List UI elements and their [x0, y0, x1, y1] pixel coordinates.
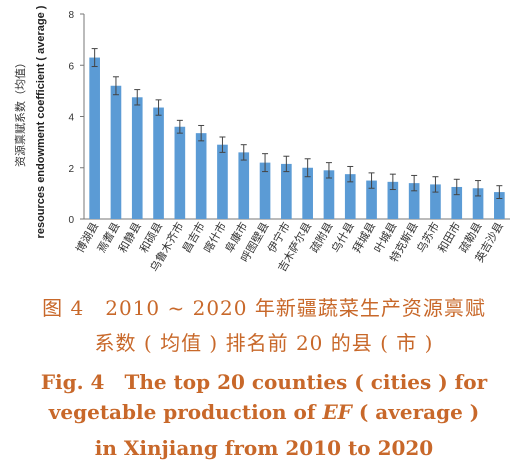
- bar: [217, 144, 228, 219]
- y-axis-label-en: resources endowment coefficient ( averag…: [35, 5, 47, 238]
- bar: [131, 97, 143, 219]
- y-tick-label: 8: [68, 10, 74, 21]
- figure-caption-en-line1: Fig. 4 The top 20 counties ( cities ) fo…: [40, 370, 488, 394]
- bar: [259, 162, 271, 219]
- x-tick-labels: 博湖县焉耆县和静县和硕县乌鲁木齐市昌吉市喀什市阜康市呼图壁县伊宁市吉木萨尔县疏附…: [73, 220, 505, 275]
- bar: [174, 126, 186, 219]
- caption-ef-abbrev: EF: [322, 400, 352, 424]
- bar: [366, 180, 377, 219]
- bar: [472, 188, 484, 219]
- bar: [89, 57, 100, 219]
- bar: [281, 163, 292, 219]
- figure-caption-cn-line1: 图 4 2010 ~ 2020 年新疆蔬菜生产资源禀赋: [42, 296, 486, 320]
- bar-chart: 0 2 4 6 8 博湖县焉耆县和静县和硕县乌鲁木齐市昌吉市喀什市阜康市呼图壁县伊宁市吉…: [13, 5, 510, 275]
- figure-caption-en-line3: in Xinjiang from 2010 to 2020: [94, 436, 434, 460]
- figure-caption-cn-line2: 系数 ( 均值 ) 排名前 20 的县 ( 市 ): [94, 331, 434, 355]
- bar: [238, 152, 250, 219]
- bar: [494, 192, 505, 219]
- bar: [451, 186, 463, 219]
- bar: [408, 183, 420, 219]
- y-tick-label: 4: [68, 113, 74, 124]
- y-axis-label-cn: 资源禀赋系数（均值）: [13, 57, 27, 167]
- y-tick-label: 6: [68, 61, 74, 72]
- bar: [344, 174, 356, 219]
- bar: [430, 184, 441, 219]
- y-tick-label: 2: [68, 164, 74, 175]
- bar: [387, 181, 399, 219]
- caption-en-line2-post: ( average ): [351, 400, 480, 424]
- bar: [323, 170, 335, 219]
- bar: [153, 107, 164, 219]
- chart-bars: [89, 48, 505, 219]
- caption-en-line2-pre: vegetable production of: [48, 400, 323, 424]
- bar: [302, 167, 313, 219]
- y-tick-label: 0: [68, 215, 74, 226]
- bar: [195, 133, 207, 219]
- bar: [110, 85, 122, 219]
- figure-caption-en-line2: vegetable production of EF ( average ): [0, 400, 528, 424]
